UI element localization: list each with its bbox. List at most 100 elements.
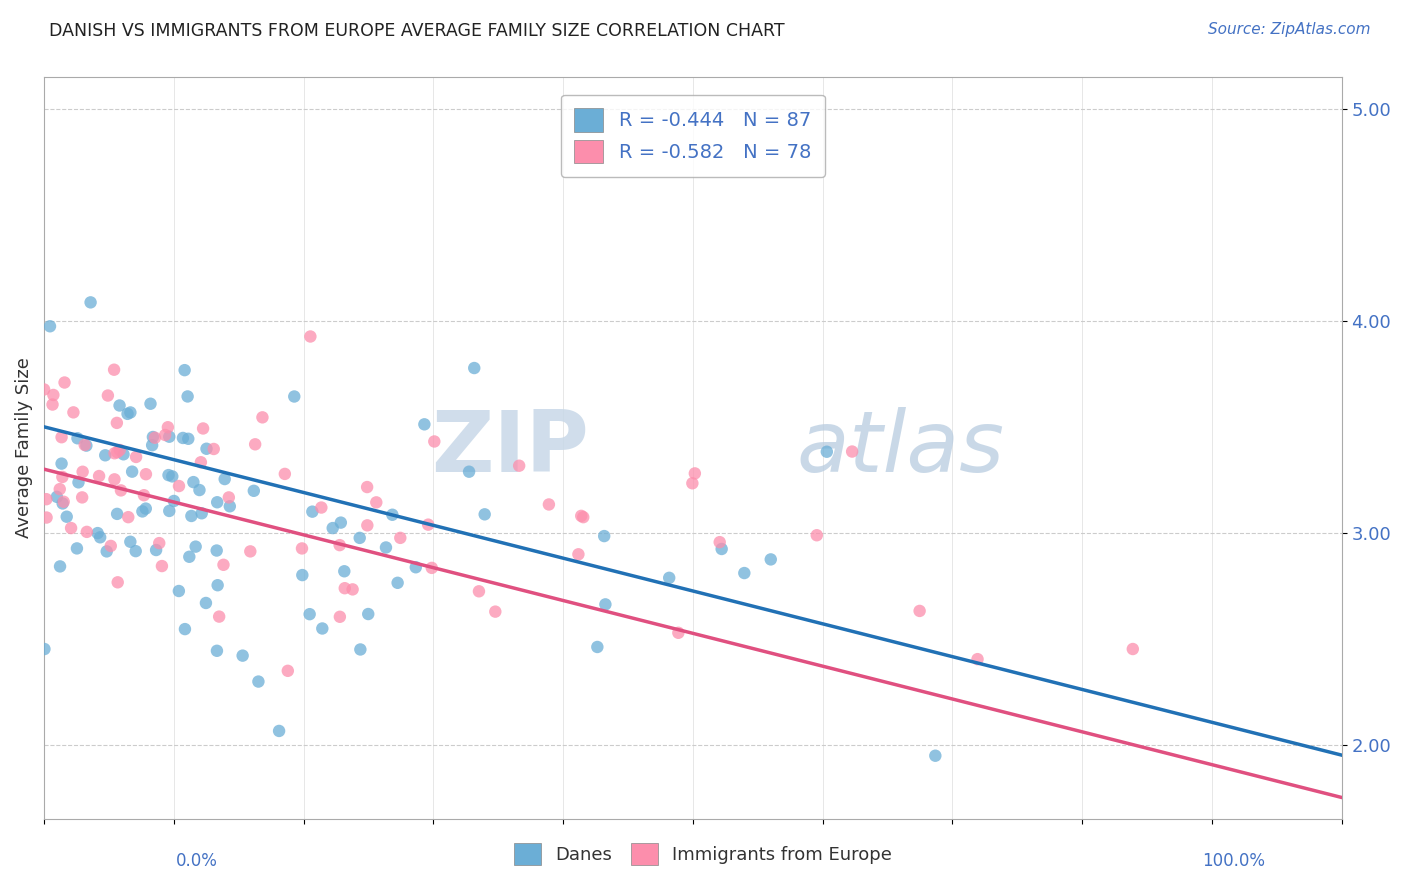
Point <box>218 491 240 505</box>
Point <box>97 388 120 402</box>
Point <box>806 528 828 542</box>
Point <box>194 596 217 610</box>
Point <box>132 488 155 502</box>
Point <box>76 524 98 539</box>
Point <box>117 510 139 524</box>
Point <box>107 575 129 590</box>
Point <box>86 526 108 541</box>
Point <box>153 428 176 442</box>
Point <box>966 652 988 666</box>
Point <box>252 410 274 425</box>
Point <box>167 584 190 599</box>
Point <box>51 457 73 471</box>
Point <box>329 516 352 530</box>
Point <box>51 470 73 484</box>
Point <box>595 598 617 612</box>
Point <box>79 295 101 310</box>
Point <box>349 642 371 657</box>
Point <box>96 544 118 558</box>
Point <box>232 648 254 663</box>
Point <box>190 455 212 469</box>
Point <box>212 558 235 572</box>
Point <box>103 362 125 376</box>
Point <box>112 447 135 461</box>
Point <box>413 417 436 432</box>
Point <box>32 383 55 397</box>
Point <box>177 432 200 446</box>
Point <box>329 538 352 552</box>
Point <box>333 581 356 595</box>
Point <box>131 504 153 518</box>
Point <box>49 559 72 574</box>
Point <box>42 388 65 402</box>
Point <box>157 468 180 483</box>
Point <box>67 475 90 490</box>
Text: ZIP: ZIP <box>432 407 589 490</box>
Point <box>207 578 229 592</box>
Point <box>683 467 706 481</box>
Point <box>142 430 165 444</box>
Point <box>243 483 266 498</box>
Point <box>357 607 380 621</box>
Point <box>239 544 262 558</box>
Point <box>572 510 595 524</box>
Point <box>298 607 321 622</box>
Point <box>1122 642 1144 657</box>
Point <box>908 604 931 618</box>
Point <box>143 431 166 445</box>
Point <box>463 361 485 376</box>
Legend: R = -0.444   N = 87, R = -0.582   N = 78: R = -0.444 N = 87, R = -0.582 N = 78 <box>561 95 825 177</box>
Point <box>120 534 142 549</box>
Point <box>291 541 314 556</box>
Point <box>247 674 270 689</box>
Point <box>49 482 72 496</box>
Point <box>55 509 77 524</box>
Point <box>73 438 96 452</box>
Point <box>586 640 609 654</box>
Point <box>51 430 73 444</box>
Point <box>191 421 214 435</box>
Point <box>333 564 356 578</box>
Point <box>759 552 782 566</box>
Point <box>105 416 128 430</box>
Point <box>35 510 58 524</box>
Point <box>167 479 190 493</box>
Point <box>418 517 440 532</box>
Point <box>188 483 211 497</box>
Point <box>157 430 180 444</box>
Point <box>94 448 117 462</box>
Text: DANISH VS IMMIGRANTS FROM EUROPE AVERAGE FAMILY SIZE CORRELATION CHART: DANISH VS IMMIGRANTS FROM EUROPE AVERAGE… <box>49 22 785 40</box>
Point <box>34 642 56 657</box>
Point <box>423 434 446 449</box>
Point <box>924 748 946 763</box>
Point <box>176 389 198 403</box>
Point <box>35 492 58 507</box>
Point <box>179 549 201 564</box>
Point <box>141 438 163 452</box>
Text: 100.0%: 100.0% <box>1202 852 1265 870</box>
Point <box>205 543 228 558</box>
Point <box>301 505 323 519</box>
Point <box>733 566 755 580</box>
Point <box>157 504 180 518</box>
Point <box>121 465 143 479</box>
Point <box>381 508 404 522</box>
Point <box>329 609 352 624</box>
Point <box>243 437 266 451</box>
Point <box>658 571 681 585</box>
Point <box>567 547 589 561</box>
Point <box>291 568 314 582</box>
Point <box>135 501 157 516</box>
Point <box>60 521 83 535</box>
Legend: Danes, Immigrants from Europe: Danes, Immigrants from Europe <box>505 834 901 874</box>
Point <box>156 420 179 434</box>
Point <box>356 480 378 494</box>
Point <box>125 450 148 464</box>
Point <box>173 363 195 377</box>
Point <box>484 605 506 619</box>
Point <box>474 508 496 522</box>
Point <box>89 530 111 544</box>
Point <box>162 469 184 483</box>
Point <box>375 541 398 555</box>
Point <box>125 544 148 558</box>
